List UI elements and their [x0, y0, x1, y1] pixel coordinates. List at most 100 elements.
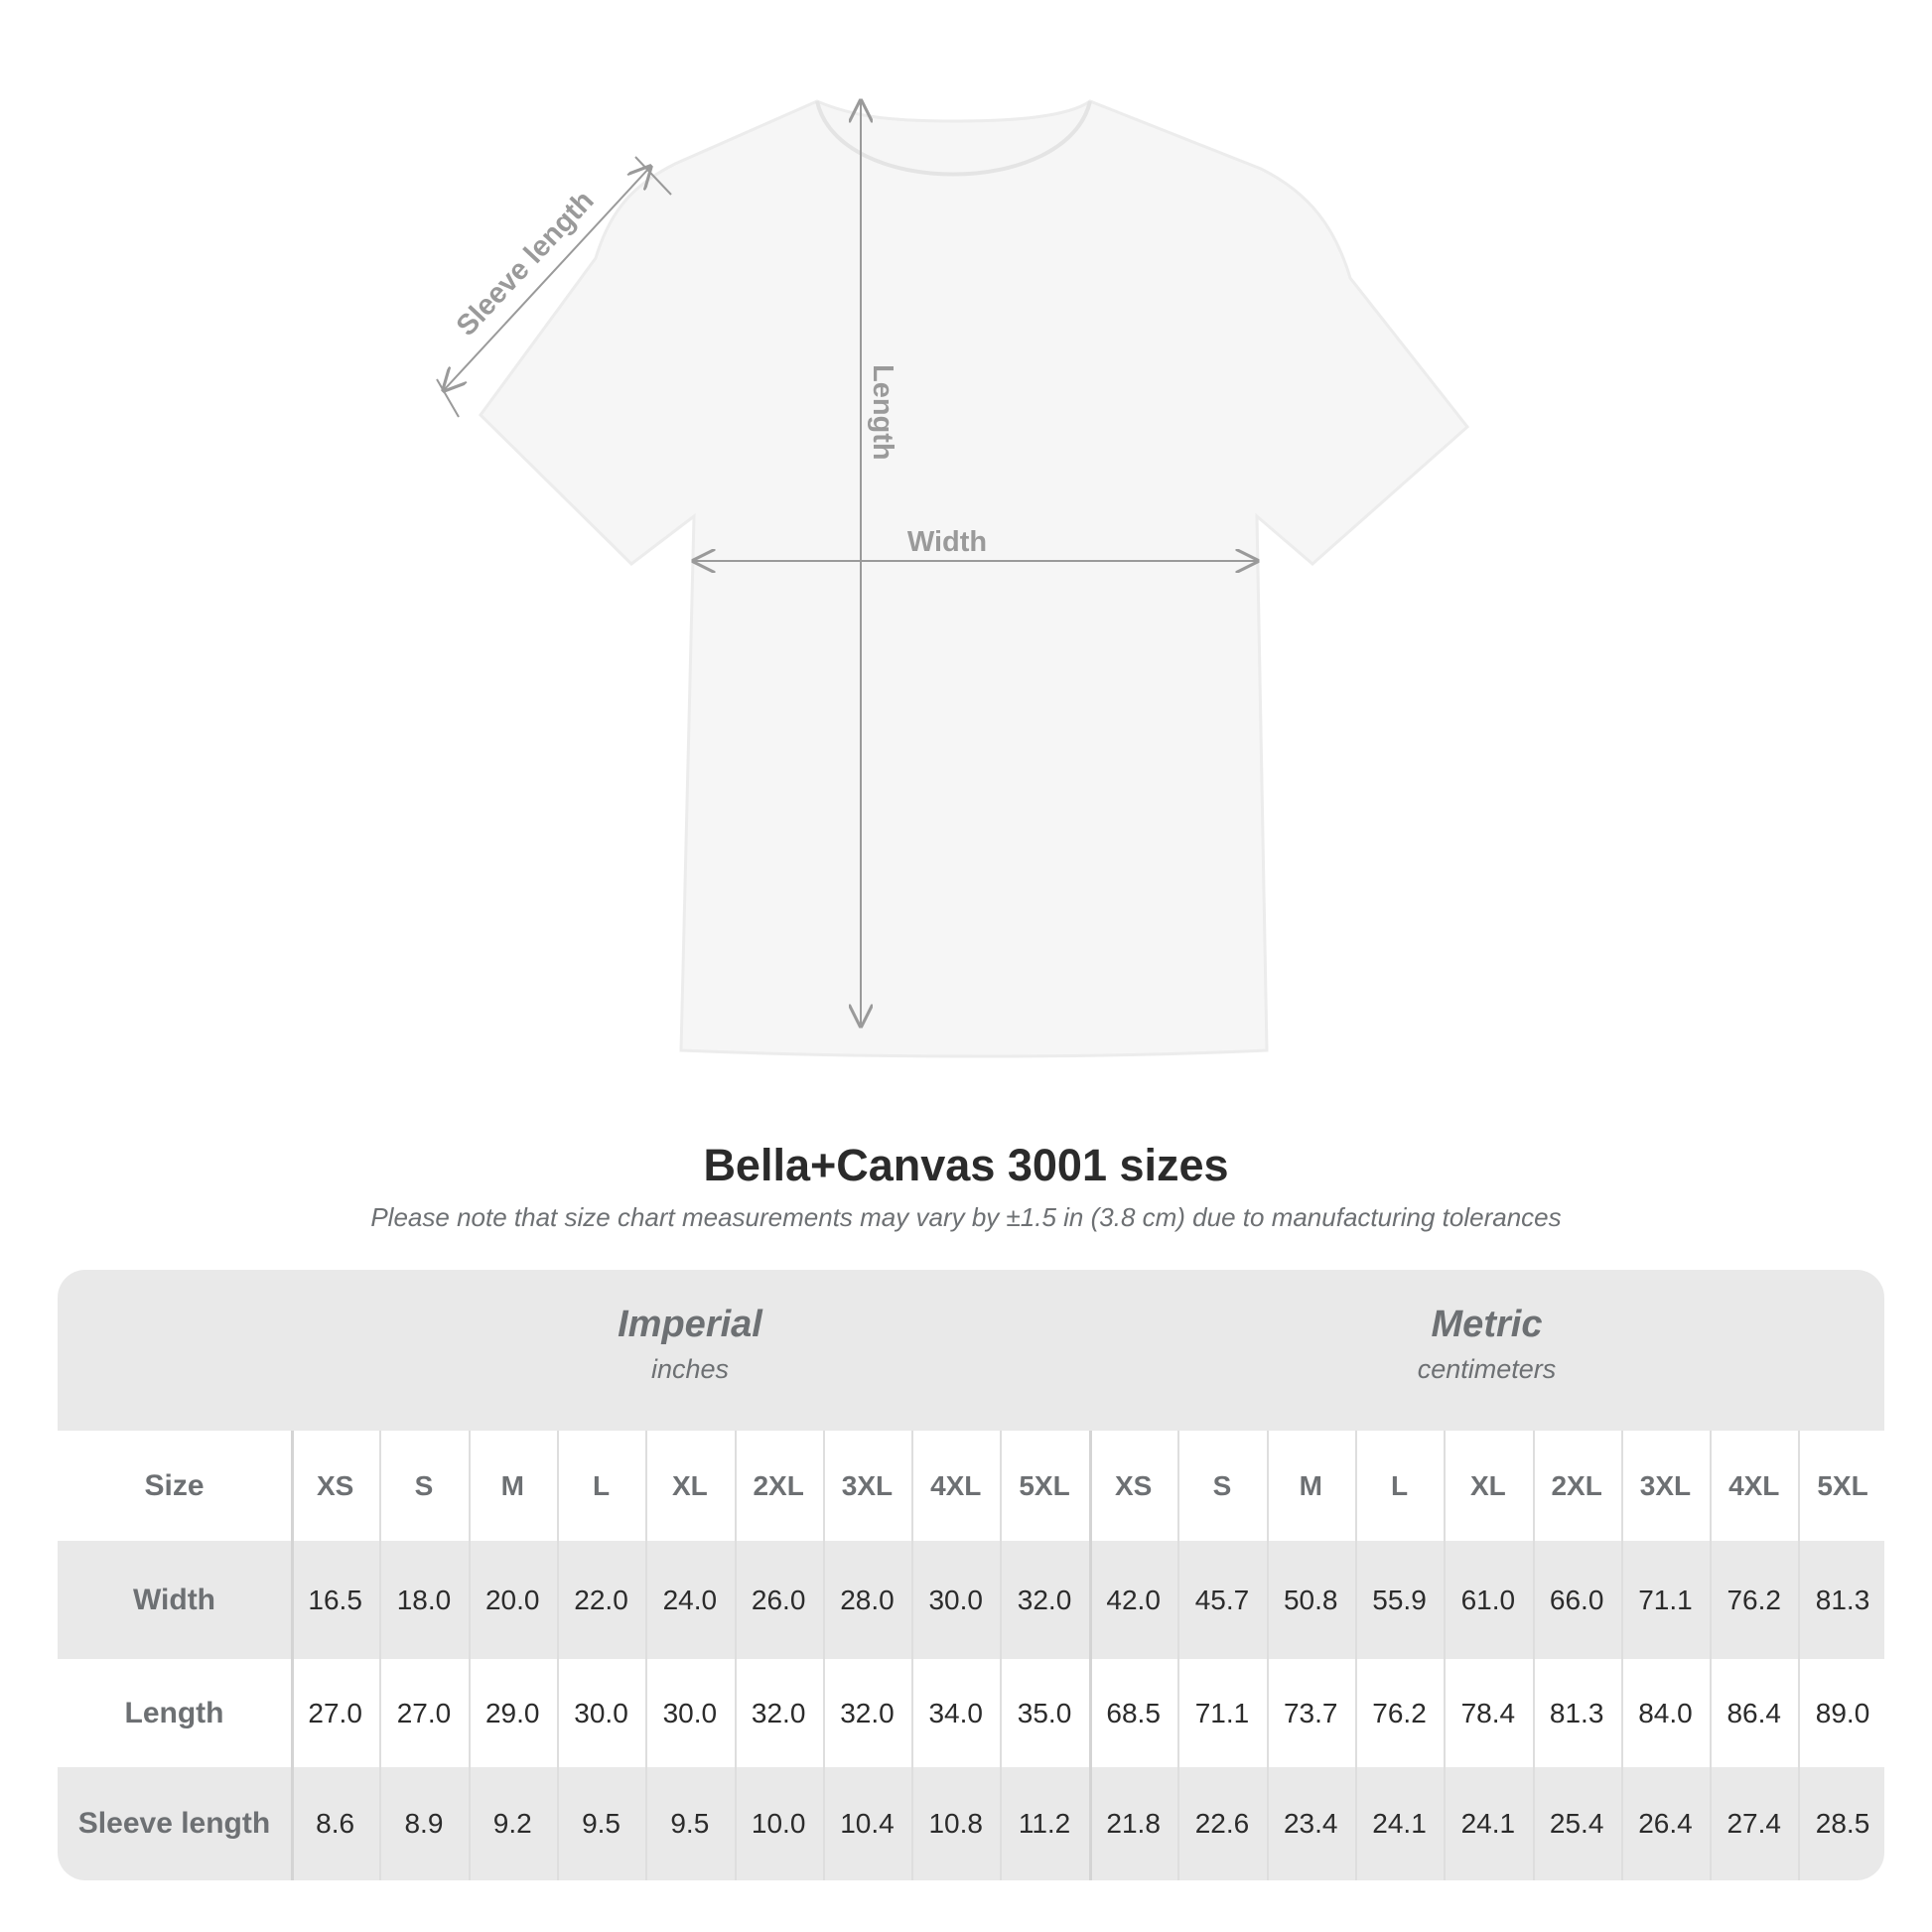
- metric-value: 71.1: [1638, 1584, 1693, 1615]
- imperial-value: 32.0: [840, 1697, 895, 1728]
- imperial-value: 22.0: [574, 1584, 628, 1615]
- metric-value: 27.4: [1726, 1808, 1781, 1839]
- metric-value: 61.0: [1460, 1584, 1516, 1615]
- column-divider: [1177, 1431, 1180, 1880]
- column-divider: [645, 1431, 648, 1880]
- column-divider: [1088, 1431, 1092, 1880]
- imperial-value: 34.0: [928, 1697, 983, 1728]
- imperial-value: 11.2: [1018, 1808, 1071, 1839]
- header-band: [58, 1270, 1884, 1431]
- metric-size-header: 3XL: [1639, 1469, 1692, 1501]
- metric-value: 76.2: [1726, 1584, 1781, 1615]
- width-row: [58, 1541, 1884, 1659]
- imperial-value: 30.0: [574, 1697, 628, 1728]
- metric-value: 26.4: [1638, 1808, 1693, 1839]
- metric-value: 28.5: [1815, 1808, 1870, 1839]
- imperial-header: Imperial inches: [291, 1270, 1089, 1431]
- metric-value: 23.4: [1283, 1808, 1338, 1839]
- imperial-size-header: M: [500, 1469, 524, 1501]
- imperial-size-header: L: [592, 1469, 611, 1501]
- metric-value: 24.1: [1372, 1808, 1427, 1839]
- imperial-value: 32.0: [1017, 1584, 1072, 1615]
- column-divider: [734, 1431, 737, 1880]
- metric-value: 81.3: [1549, 1697, 1604, 1728]
- imperial-value: 24.0: [662, 1584, 718, 1615]
- metric-value: 55.9: [1372, 1584, 1427, 1615]
- metric-size-header: M: [1299, 1469, 1322, 1501]
- imperial-value: 28.0: [840, 1584, 895, 1615]
- imperial-title: Imperial: [618, 1304, 762, 1345]
- metric-size-header: XS: [1114, 1469, 1153, 1501]
- sleeve-row: [58, 1767, 1884, 1880]
- imperial-size-header: XS: [316, 1469, 354, 1501]
- tolerance-note: Please note that size chart measurements…: [370, 1202, 1562, 1232]
- metric-size-header: XL: [1469, 1469, 1506, 1501]
- column-divider: [1444, 1431, 1447, 1880]
- imperial-value: 27.0: [308, 1697, 362, 1728]
- metric-value: 66.0: [1549, 1584, 1604, 1615]
- tshirt-collar: [815, 100, 1092, 177]
- tshirt-shape: [479, 99, 1470, 1058]
- imperial-value: 20.0: [484, 1584, 540, 1615]
- tshirt-diagram: Sleeve length Length Width: [436, 0, 1470, 1058]
- imperial-value: 8.6: [316, 1808, 355, 1839]
- imperial-value: 9.2: [492, 1808, 532, 1839]
- metric-value: 76.2: [1372, 1697, 1427, 1728]
- size-table: Imperial inches Metric centimeters Size …: [58, 1270, 1884, 1880]
- column-divider: [1798, 1431, 1801, 1880]
- imperial-value: 35.0: [1017, 1697, 1072, 1728]
- width-label: Width: [907, 526, 987, 558]
- imperial-value: 9.5: [582, 1808, 621, 1839]
- metric-title: Metric: [1431, 1304, 1543, 1345]
- column-divider: [1354, 1431, 1357, 1880]
- metric-value: 84.0: [1638, 1697, 1693, 1728]
- metric-size-header: 5XL: [1817, 1469, 1868, 1501]
- column-divider: [1620, 1431, 1623, 1880]
- column-divider: [1710, 1431, 1713, 1880]
- metric-value: 86.4: [1726, 1697, 1781, 1728]
- metric-header: Metric centimeters: [1089, 1270, 1884, 1431]
- imperial-value: 30.0: [928, 1584, 983, 1615]
- imperial-value: 10.4: [840, 1808, 895, 1839]
- metric-size-header: L: [1390, 1469, 1409, 1501]
- imperial-value: 27.0: [396, 1697, 452, 1728]
- imperial-value: 26.0: [751, 1584, 806, 1615]
- metric-value: 25.4: [1549, 1808, 1604, 1839]
- sleeve-arrow: [444, 167, 650, 390]
- imperial-value: 29.0: [484, 1697, 540, 1728]
- column-divider: [1532, 1431, 1535, 1880]
- imperial-size-header: 3XL: [841, 1469, 894, 1501]
- metric-value: 81.3: [1815, 1584, 1870, 1615]
- metric-value: 21.8: [1106, 1808, 1161, 1839]
- metric-size-header: 2XL: [1551, 1469, 1602, 1501]
- metric-value: 45.7: [1194, 1584, 1250, 1615]
- metric-value: 78.4: [1460, 1697, 1516, 1728]
- imperial-size-header: S: [414, 1469, 434, 1501]
- imperial-value: 8.9: [404, 1808, 444, 1839]
- column-divider: [822, 1431, 825, 1880]
- imperial-value: 9.5: [670, 1808, 710, 1839]
- imperial-value: 10.8: [928, 1808, 983, 1839]
- metric-value: 73.7: [1283, 1697, 1338, 1728]
- metric-value: 24.1: [1460, 1808, 1516, 1839]
- imperial-value: 32.0: [751, 1697, 806, 1728]
- size-label: Size: [144, 1468, 205, 1502]
- imperial-size-header: 2XL: [753, 1469, 804, 1501]
- metric-size-header: 4XL: [1728, 1469, 1780, 1501]
- imperial-size-header: 4XL: [930, 1469, 982, 1501]
- column-divider: [291, 1431, 294, 1880]
- row-label: Sleeve length: [77, 1807, 271, 1840]
- imperial-unit: inches: [650, 1354, 730, 1384]
- imperial-size-header: 5XL: [1019, 1469, 1070, 1501]
- metric-value: 42.0: [1106, 1584, 1161, 1615]
- metric-value: 71.1: [1194, 1697, 1250, 1728]
- metric-size-header: S: [1212, 1469, 1232, 1501]
- imperial-value: 18.0: [396, 1584, 452, 1615]
- row-label: Length: [124, 1696, 224, 1729]
- imperial-value: 30.0: [662, 1697, 718, 1728]
- imperial-value: 16.5: [308, 1584, 362, 1615]
- length-label: Length: [867, 364, 898, 461]
- metric-value: 68.5: [1106, 1697, 1161, 1728]
- metric-value: 50.8: [1283, 1584, 1338, 1615]
- imperial-size-header: XL: [671, 1469, 708, 1501]
